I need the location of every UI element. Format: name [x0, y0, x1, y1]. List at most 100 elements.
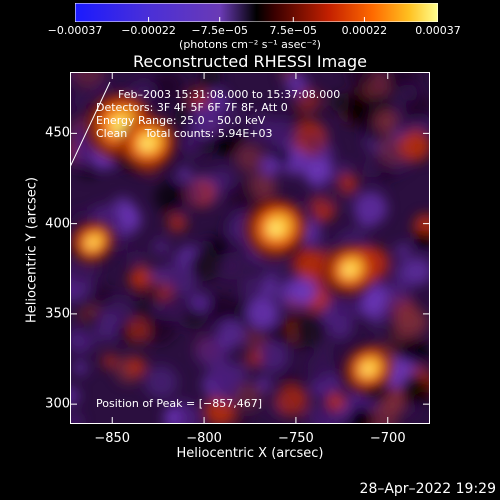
- heatmap-cell: [318, 344, 331, 357]
- heatmap-cell: [248, 114, 275, 141]
- bright-source: [86, 238, 96, 249]
- colorbar-tick-label: −7.5e−05: [191, 24, 249, 37]
- heatmap-cell: [382, 279, 412, 309]
- annotation-time-range: Feb–2003 15:31:08.000 to 15:37:08.000: [118, 88, 341, 101]
- heatmap-cell: [189, 249, 221, 281]
- heatmap-cell: [353, 191, 388, 225]
- x-axis-label: Heliocentric X (arcsec): [176, 446, 324, 461]
- heatmap-cell: [217, 320, 245, 348]
- y-tick-label: 450: [45, 125, 70, 141]
- heatmap-cell: [70, 413, 83, 424]
- heatmap-cell: [399, 129, 430, 162]
- heatmap-cell: [414, 230, 430, 250]
- heatmap-cell: [293, 248, 327, 282]
- plot-area: [70, 72, 430, 424]
- heatmap-cell: [330, 93, 350, 113]
- heatmap-cell: [129, 251, 144, 266]
- heatmap-cell: [331, 287, 367, 323]
- heatmap-cell: [151, 72, 183, 103]
- heatmap-cell: [188, 105, 221, 138]
- heatmap-cell: [256, 339, 289, 373]
- heatmap-cell: [235, 382, 263, 411]
- limb-line: [70, 81, 111, 168]
- heatmap-cell: [79, 327, 101, 348]
- heatmap-cell: [157, 298, 181, 322]
- heatmap-cell: [214, 129, 241, 156]
- heatmap-cell: [177, 167, 192, 181]
- heatmap-cell: [394, 305, 425, 336]
- heatmap-cell: [215, 380, 238, 404]
- chart-title: Reconstructed RHESSI Image: [133, 52, 367, 71]
- heatmap-cell: [307, 136, 320, 149]
- heatmap-cell: [275, 384, 308, 417]
- heatmap-cell: [227, 181, 257, 211]
- colorbar-unit-label: (photons cm⁻² s⁻¹ asec⁻²): [179, 38, 321, 51]
- bright-source: [267, 222, 282, 237]
- heatmap-cell: [236, 414, 250, 424]
- heatmap-cell: [171, 270, 197, 297]
- heatmap-cell: [347, 406, 375, 424]
- colorbar-tick-label: −0.00022: [121, 24, 176, 37]
- annotation-detectors: Detectors: 3F 4F 5F 6F 7F 8F, Att 0: [96, 101, 288, 114]
- heatmap-cell: [245, 350, 263, 367]
- heatmap-cell: [126, 356, 147, 377]
- heatmap-cell: [164, 409, 181, 424]
- annotation-energy-range: Energy Range: 25.0 – 50.0 keV: [96, 114, 266, 127]
- annotation-method: Clean Total counts: 5.94E+03: [96, 127, 273, 140]
- heatmap-cell: [260, 155, 281, 176]
- heatmap-cell: [290, 278, 317, 305]
- heatmap-cell: [264, 275, 277, 288]
- heatmap-cell: [174, 105, 196, 127]
- heatmap-cell: [182, 306, 205, 329]
- heatmap-cell: [394, 259, 422, 287]
- heatmap-cell: [293, 315, 326, 348]
- heatmap-cell: [208, 90, 228, 110]
- heatmap-cell: [256, 376, 272, 392]
- heatmap-cell: [307, 353, 336, 382]
- heatmap-cell: [337, 162, 351, 175]
- heatmap-cell: [144, 365, 178, 399]
- bright-source: [139, 137, 153, 152]
- heatmap-cell: [241, 273, 270, 303]
- heatmap-cell: [70, 386, 80, 406]
- heatmap-cell: [211, 167, 235, 190]
- heatmap-cell: [152, 238, 170, 256]
- heatmap-cell: [401, 91, 430, 123]
- y-tick-label: 350: [45, 306, 70, 322]
- y-axis-label: Heliocentric Y (arcsec): [24, 177, 40, 323]
- heatmap-cell: [71, 141, 96, 166]
- heatmap-cell: [129, 267, 151, 289]
- colorbar-tick-label: 0.00022: [341, 24, 388, 37]
- heatmap-cell: [386, 72, 419, 97]
- x-tick-label: −800: [186, 431, 222, 446]
- heatmap-cell: [327, 392, 346, 411]
- heatmap-cell: [328, 315, 353, 340]
- footer-timestamp: 28–Apr–2022 19:29: [359, 481, 496, 497]
- heatmap-cell: [72, 360, 88, 376]
- heatmap-cell: [217, 252, 246, 281]
- heatmap-cell: [179, 130, 207, 159]
- heatmap-cell: [195, 336, 227, 368]
- heatmap-cell: [189, 184, 206, 202]
- heatmap-cell: [101, 353, 118, 369]
- bright-source: [342, 264, 355, 277]
- heatmap-cell: [359, 292, 387, 319]
- heatmap-cell: [206, 293, 238, 325]
- heatmap-cell: [362, 158, 383, 179]
- heatmap-cell: [191, 293, 209, 312]
- bright-source: [360, 364, 372, 376]
- heatmap-cell: [75, 299, 90, 313]
- heatmap-cell: [285, 73, 308, 96]
- heatmap-cell: [133, 80, 155, 103]
- heatmap-cell: [246, 297, 279, 330]
- heatmap-cell: [154, 181, 186, 213]
- heatmap-cell: [346, 72, 377, 87]
- heatmap-cell: [167, 213, 187, 233]
- heatmap-cell: [235, 143, 265, 173]
- heatmap-cell: [154, 265, 177, 289]
- annotation-peak-position: Position of Peak = [−857,467]: [96, 397, 263, 410]
- x-tick-label: −700: [369, 431, 406, 446]
- heatmap-cell: [302, 408, 319, 424]
- heatmap-cell: [400, 374, 430, 406]
- heatmap-cell: [315, 175, 348, 208]
